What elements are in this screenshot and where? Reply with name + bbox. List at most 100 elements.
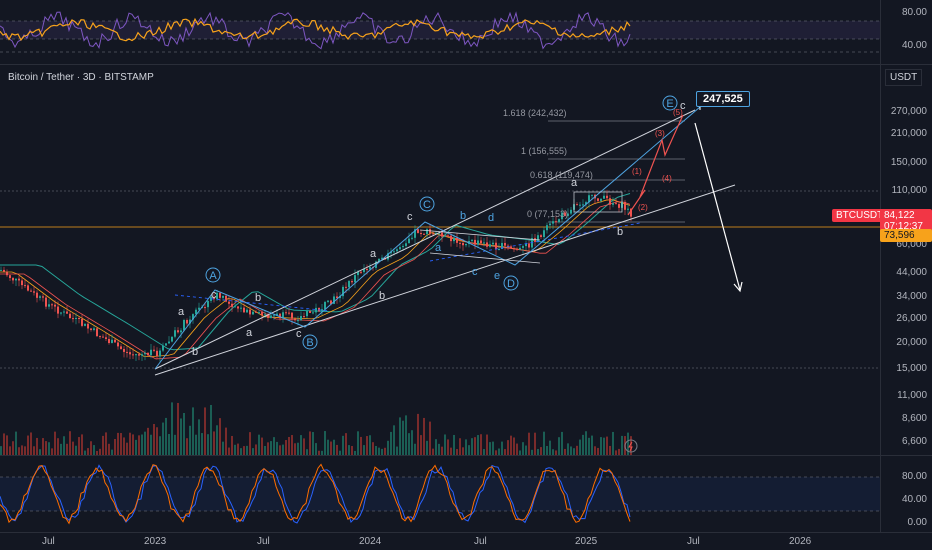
price-pane[interactable]: A B C D E b d a c e a c b [0, 65, 880, 455]
candle [189, 319, 191, 324]
candle [60, 312, 62, 314]
rsi-scale[interactable]: 80.00 40.00 [880, 0, 932, 64]
volume-bar [480, 434, 482, 455]
volume-bar [114, 438, 116, 455]
volume-bar [360, 436, 362, 455]
candle [390, 251, 392, 254]
candle [231, 303, 233, 307]
candle [57, 306, 59, 314]
volume-bar [102, 435, 104, 455]
candle [297, 320, 299, 322]
candle [117, 342, 119, 347]
time-axis[interactable]: Jul 2023 Jul 2024 Jul 2025 Jul 2026 [0, 533, 880, 550]
volume-bar [570, 446, 572, 455]
stochastic-pane[interactable] [0, 456, 880, 532]
volume-bar [252, 448, 254, 455]
volume-bar [297, 442, 299, 455]
candle [273, 315, 275, 317]
channel-lower-line [154, 184, 736, 376]
volume-bar [381, 448, 383, 455]
candle [240, 307, 242, 309]
candle [543, 230, 545, 237]
wave-letter-a: a [571, 177, 578, 189]
candle [183, 320, 185, 331]
wave-letter-b: b [255, 292, 261, 304]
currency-label[interactable]: USDT [885, 69, 923, 86]
candle [102, 336, 104, 338]
candle [315, 307, 317, 313]
rsi-pane[interactable] [0, 0, 880, 64]
fib-label: 0.618 (119,474) [530, 170, 593, 180]
price-scale[interactable]: USDT 270,000 210,000 150,000 110,000 60,… [880, 65, 932, 455]
candle [456, 237, 458, 243]
candle [471, 239, 473, 241]
stochastic-scale[interactable]: 80.00 40.00 0.00 [880, 456, 932, 532]
candle [132, 354, 134, 356]
volume-bar [324, 431, 326, 455]
candle [501, 242, 503, 249]
volume-bar [357, 431, 359, 455]
candle [555, 221, 557, 223]
volume-bar [99, 448, 101, 455]
volume-bar [48, 442, 50, 455]
volume-bar [156, 427, 158, 455]
volume-bar [363, 445, 365, 455]
candle [381, 257, 383, 259]
candle [507, 245, 509, 247]
volume-bar [447, 439, 449, 455]
moving-average-orange [0, 199, 631, 358]
candle [282, 312, 284, 319]
volume-bar [165, 417, 167, 455]
volume-bar [270, 441, 272, 455]
candle [444, 235, 446, 237]
projection-path [627, 114, 684, 216]
candle [216, 292, 218, 300]
price-scale-label: 110,000 [891, 185, 927, 196]
candle [123, 348, 125, 352]
lightning-icon[interactable] [624, 439, 638, 453]
volume-bar [396, 446, 398, 455]
volume-bar [177, 402, 179, 455]
candle [288, 312, 290, 314]
volume-bar [471, 438, 473, 455]
price-scale-label: 26,000 [896, 313, 927, 324]
candle [252, 311, 254, 315]
volume-bar [405, 415, 407, 455]
price-scale-label: 8,600 [901, 413, 927, 424]
candle [549, 223, 551, 226]
volume-bar [144, 431, 146, 455]
level-price-tag: 73,596 [880, 229, 932, 242]
wave-letter-b: b [192, 346, 198, 358]
candle [96, 328, 98, 337]
candle [195, 309, 197, 315]
volume-bar [477, 435, 479, 455]
volume-bar [219, 418, 221, 455]
candle [78, 318, 80, 320]
candle [582, 204, 584, 206]
volume-bar [486, 434, 488, 455]
candle [312, 312, 314, 314]
candle [615, 203, 617, 205]
elliott-wave-path [154, 106, 701, 370]
rsi-chart [0, 11, 880, 53]
volume-bar [294, 443, 296, 455]
volume-bar [528, 432, 530, 455]
volume-bar [33, 446, 35, 455]
candle [528, 243, 530, 248]
volume-bar [132, 434, 134, 455]
volume-bar [321, 450, 323, 455]
volume-bar [450, 447, 452, 455]
volume-bar [36, 437, 38, 455]
candle [609, 198, 611, 205]
price-chart: A B C D E b d a c e a c b [0, 95, 880, 455]
candle [552, 221, 554, 224]
candle [558, 219, 560, 223]
volume-bar [426, 440, 428, 455]
candle [327, 300, 329, 302]
rsi-scale-label: 40.00 [901, 40, 927, 51]
volume-bar [603, 437, 605, 455]
volume-bar [609, 445, 611, 455]
candle [129, 352, 131, 355]
volume-bar [249, 432, 251, 455]
impulse-label-1: (1) [632, 167, 642, 176]
